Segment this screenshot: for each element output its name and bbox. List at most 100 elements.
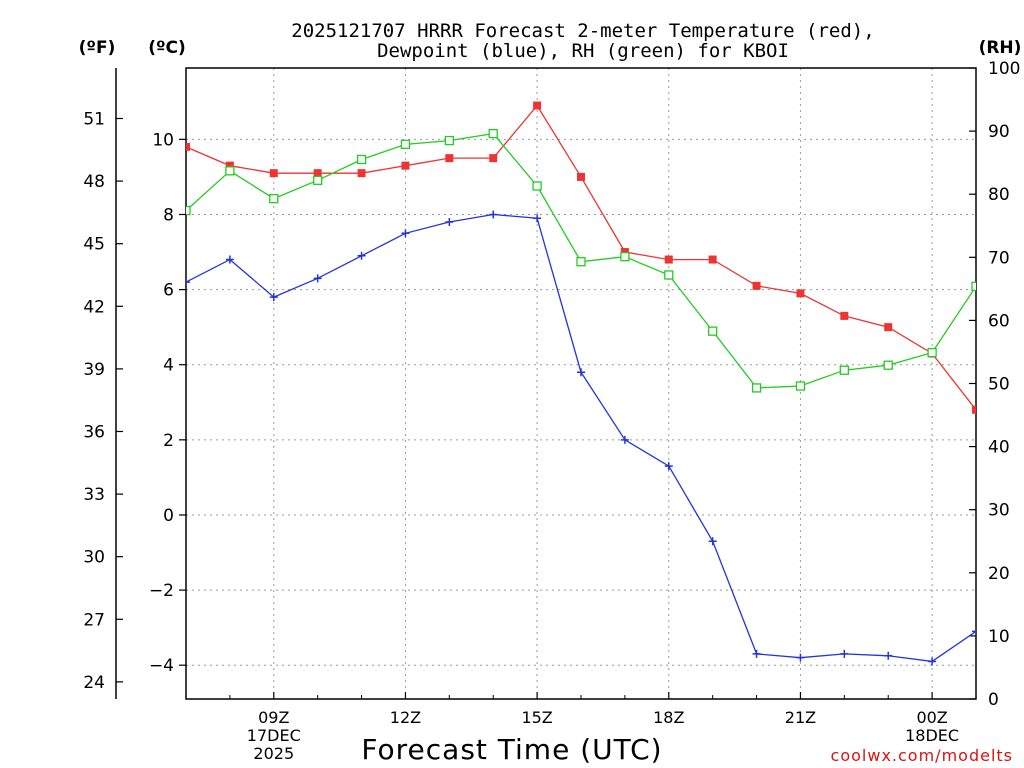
x-tick-label: 12Z: [390, 708, 421, 727]
fahrenheit-tick-label: 45: [83, 235, 105, 255]
fahrenheit-tick-label: 42: [83, 297, 105, 317]
rh-tick-label: 100: [988, 59, 1020, 79]
rh-point: [664, 270, 674, 280]
temperature-point: [840, 311, 849, 320]
dewpoint-point: [708, 537, 717, 546]
rh-point: [488, 128, 498, 139]
rh-tick-label: 20: [988, 564, 1010, 584]
credit-text: coolwx.com/modelts: [831, 746, 1013, 765]
celsius-tick-label: 8: [163, 205, 174, 225]
dewpoint-point: [840, 649, 849, 658]
rh-unit-label: (RH): [979, 38, 1022, 58]
rh-point: [269, 193, 279, 204]
rh-point: [576, 257, 586, 267]
temperature-point: [269, 169, 278, 178]
rh-tick-label: 80: [988, 185, 1010, 205]
rh-point: [883, 360, 893, 370]
temperature-point: [752, 281, 761, 290]
temperature-point: [313, 169, 322, 178]
dewpoint-point: [928, 657, 937, 666]
dewpoint-point: [489, 210, 498, 219]
x-tick-date-label: 18DEC: [905, 726, 959, 745]
rh-point: [708, 326, 718, 336]
temperature-point: [577, 172, 585, 181]
rh-point: [532, 181, 542, 191]
temperature-point: [664, 255, 673, 264]
celsius-tick-label: 0: [163, 506, 174, 526]
fahrenheit-tick-label: 36: [83, 422, 105, 442]
rh-point: [751, 383, 762, 393]
dewpoint-point: [752, 649, 761, 658]
tick-labels: −4−2024681024273033363942454851010203040…: [83, 59, 1020, 763]
temperature-point: [225, 161, 234, 170]
dewpoint-point: [533, 214, 542, 223]
dewpoint-point: [445, 217, 454, 226]
series-rh: [186, 128, 976, 393]
x-axis-label: Forecast Time (UTC): [361, 733, 662, 766]
chart-title-line2: Dewpoint (blue), RH (green) for KBOI: [377, 40, 789, 62]
rh-tick-label: 50: [988, 375, 1010, 395]
rh-tick-label: 60: [988, 311, 1010, 331]
rh-tick-label: 30: [988, 501, 1010, 521]
rh-tick-label: 10: [988, 627, 1010, 647]
temperature-point: [972, 405, 976, 414]
temperature-point: [357, 169, 366, 178]
x-tick-label: 09Z: [258, 708, 289, 727]
temperature-point: [708, 255, 717, 264]
series-dewpoint: [186, 210, 976, 666]
dewpoint-point: [313, 274, 322, 283]
rh-tick-label: 90: [988, 122, 1010, 142]
temperature-point: [445, 154, 454, 163]
celsius-tick-label: −4: [149, 656, 174, 676]
rh-tick-label: 40: [988, 438, 1010, 458]
x-tick-date-label: 17DEC: [247, 726, 301, 745]
plot-frame: [185, 67, 977, 700]
celsius-tick-label: −2: [149, 581, 174, 601]
celsius-tick-label: 10: [152, 130, 174, 150]
fahrenheit-tick-label: 33: [83, 485, 105, 505]
fahrenheit-tick-label: 51: [83, 109, 105, 129]
rh-tick-label: 70: [988, 248, 1010, 268]
x-tick-label: 21Z: [785, 708, 816, 727]
dewpoint-point: [972, 627, 976, 636]
rh-tick-label: 0: [988, 690, 999, 710]
dewpoint-point: [357, 251, 366, 260]
dewpoint-point: [796, 653, 805, 662]
rh-point: [186, 205, 191, 216]
rh-point: [620, 252, 630, 262]
rh-point: [444, 135, 454, 146]
dewpoint-point: [269, 293, 278, 302]
celsius-tick-label: 2: [163, 431, 174, 451]
temperature-point: [489, 154, 498, 163]
x-tick-label: 00Z: [916, 708, 947, 727]
x-tick-year-label: 2025: [253, 744, 294, 763]
rh-point: [795, 381, 806, 391]
dewpoint-point: [884, 651, 893, 660]
rh-point: [400, 139, 411, 150]
rh-point: [839, 365, 849, 375]
fahrenheit-tick-label: 48: [83, 172, 105, 192]
data-series: [186, 101, 976, 666]
rh-point: [225, 166, 235, 176]
x-tick-label: 18Z: [653, 708, 684, 727]
axes: [115, 67, 977, 700]
chart-title-line1: 2025121707 HRRR Forecast 2-meter Tempera…: [291, 20, 874, 42]
fahrenheit-unit-label: (ºF): [79, 38, 116, 58]
dewpoint-point: [620, 435, 629, 444]
rh-point: [927, 347, 937, 358]
dewpoint-point: [401, 229, 410, 238]
grid-lines: [186, 68, 976, 699]
fahrenheit-tick-label: 27: [83, 610, 105, 630]
fahrenheit-tick-label: 30: [83, 548, 105, 568]
rh-point: [313, 175, 323, 185]
dewpoint-point: [664, 462, 673, 471]
series-line-dewpoint: [186, 213, 976, 663]
dewpoint-point: [577, 368, 585, 377]
x-tick-label: 15Z: [521, 708, 552, 727]
dewpoint-point: [225, 255, 234, 264]
temperature-point: [884, 323, 893, 332]
fahrenheit-tick-label: 39: [83, 360, 105, 380]
rh-point: [971, 281, 976, 291]
celsius-tick-label: 6: [163, 281, 174, 301]
celsius-tick-label: 4: [163, 356, 174, 376]
